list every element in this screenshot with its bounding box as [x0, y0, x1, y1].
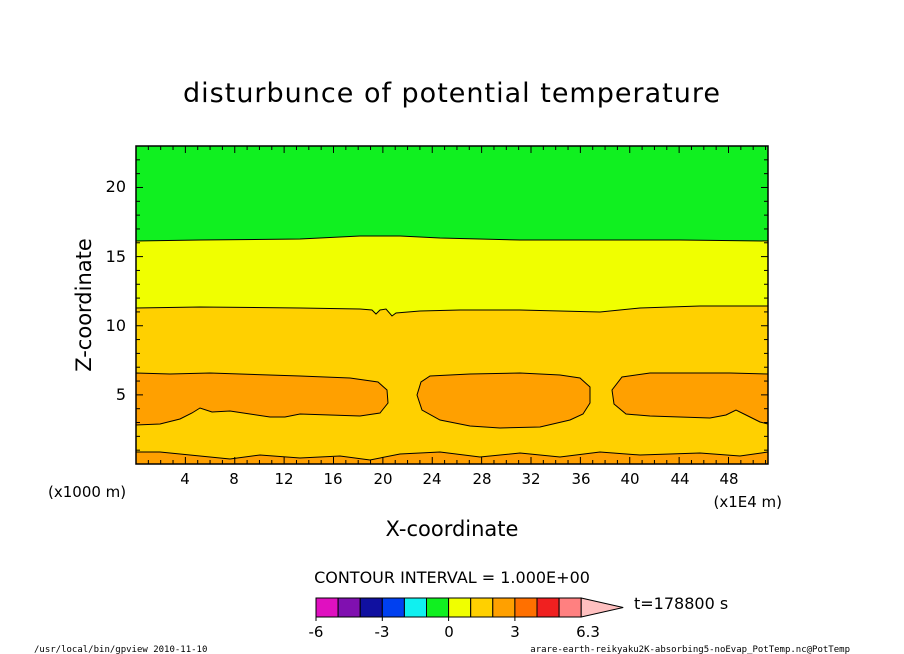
- colorbar-cell: [492, 597, 516, 618]
- y-tick-label: 5: [116, 385, 126, 404]
- colorbar-cell: [470, 597, 494, 618]
- colorbar-cell: [359, 597, 383, 618]
- footer-right: arare-earth-reikyaku2K-absorbing5-noEvap…: [530, 645, 850, 654]
- x-tick-label: 24: [422, 470, 441, 488]
- colorbar-tick-labels: -6 -3 0 3 6.3: [309, 623, 600, 641]
- colorbar-cell: [403, 597, 427, 618]
- x-tick-label: 28: [472, 470, 491, 488]
- x-tick-label: 16: [323, 470, 342, 488]
- time-label: t=178800 s: [634, 594, 728, 613]
- y-tick-label: 20: [106, 177, 126, 196]
- x-tick-labels: 4 8 12 16 20 24 28 32 36 40 44 48: [180, 470, 738, 488]
- y-tick-labels: 5 10 15 20: [106, 177, 126, 404]
- y-tick-label: 10: [106, 316, 126, 335]
- y-tick-label: 15: [106, 247, 126, 266]
- colorbar-cell: [337, 597, 361, 618]
- contour-bottom-band: [135, 451, 769, 465]
- colorbar-cell: [536, 597, 560, 618]
- chart-title: disturbunce of potential temperature: [183, 78, 721, 109]
- contour-blob-right: [611, 372, 769, 425]
- colorbar-extend-arrow: [580, 597, 624, 618]
- contour-line-middle: [135, 305, 768, 317]
- x-tick-label: 4: [180, 470, 190, 488]
- contour-line-upper: [135, 235, 769, 242]
- colorbar-cell: [448, 597, 472, 618]
- footer-left: /usr/local/bin/gpview 2010-11-10: [34, 645, 207, 654]
- colorbar-cell: [426, 597, 450, 618]
- x-tick-label: 32: [521, 470, 540, 488]
- x-tick-label: 36: [571, 470, 590, 488]
- x-tick-label: 20: [373, 470, 392, 488]
- x-tick-label: 40: [620, 470, 639, 488]
- y-axis-label: Z-coordinate: [72, 238, 96, 372]
- y-unit-note: (x1000 m): [48, 483, 126, 501]
- colorbar-tick-label: 0: [444, 623, 454, 641]
- colorbar-cell: [381, 597, 405, 618]
- x-tick-label: 12: [274, 470, 293, 488]
- contour-blob-middle: [416, 372, 591, 429]
- x-axis-label: X-coordinate: [386, 517, 519, 541]
- x-tick-label: 44: [670, 470, 689, 488]
- x-unit-note: (x1E4 m): [713, 493, 782, 511]
- colorbar-cell: [558, 597, 582, 618]
- axis-ticks: [136, 146, 768, 464]
- contour-blob-left: [135, 372, 389, 426]
- colorbar-tick-label: -6: [309, 623, 324, 641]
- colorbar: [315, 597, 624, 621]
- x-tick-label: 48: [719, 470, 738, 488]
- colorbar-tick-label: -3: [375, 623, 390, 641]
- contour-interval-label: CONTOUR INTERVAL = 1.000E+00: [314, 568, 590, 587]
- plot-frame: [135, 145, 769, 465]
- colorbar-tick-label: 3: [510, 623, 520, 641]
- colorbar-cell: [514, 597, 538, 618]
- x-tick-label: 8: [229, 470, 239, 488]
- colorbar-tick-label: 6.3: [576, 623, 600, 641]
- plot-area: [135, 146, 769, 465]
- colorbar-cell: [315, 597, 339, 618]
